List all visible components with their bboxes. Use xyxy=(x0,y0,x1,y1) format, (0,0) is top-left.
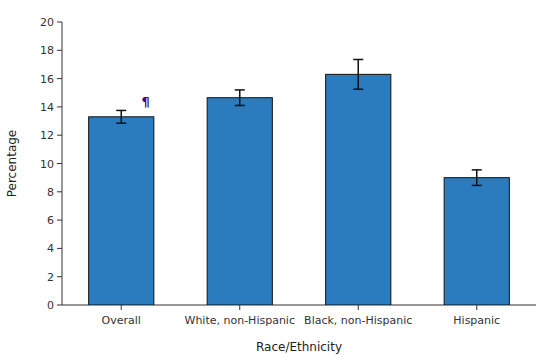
error-bar-part xyxy=(116,122,126,124)
y-tick xyxy=(57,220,62,221)
x-tick xyxy=(476,305,477,310)
y-tick-label: 2 xyxy=(47,271,54,284)
y-tick-label: 12 xyxy=(40,129,54,142)
x-tick-label: Black, non-Hispanic xyxy=(304,314,412,327)
y-tick xyxy=(57,276,62,277)
y-tick xyxy=(57,50,62,51)
bar xyxy=(326,74,391,305)
error-bar-part xyxy=(472,169,482,171)
x-axis-label: Race/Ethnicity xyxy=(256,340,342,354)
y-axis: 0 2 4 6 8 10 12 14 16 18 20 xyxy=(40,16,62,312)
y-tick xyxy=(57,305,62,306)
error-bar-part xyxy=(235,89,245,91)
y-axis-label: Percentage xyxy=(5,130,19,198)
y-tick xyxy=(57,78,62,79)
y-tick-label: 10 xyxy=(40,158,54,171)
y-tick-label: 6 xyxy=(47,214,54,227)
y-tick xyxy=(57,106,62,107)
y-tick-label: 20 xyxy=(40,16,54,29)
error-bar-part xyxy=(239,90,241,106)
chart-svg: 0 2 4 6 8 10 12 14 16 18 20 Percentage Overall White,… xyxy=(0,0,552,363)
x-tick-label: Overall xyxy=(102,314,141,327)
chart-container: 0 2 4 6 8 10 12 14 16 18 20 Percentage Overall White,… xyxy=(0,0,552,363)
y-tick xyxy=(57,163,62,164)
y-tick xyxy=(57,191,62,192)
bars xyxy=(89,59,510,305)
y-tick-label: 0 xyxy=(47,299,54,312)
error-bar xyxy=(353,59,363,89)
bar xyxy=(207,98,272,305)
error-bar xyxy=(472,170,482,186)
y-tick-label: 4 xyxy=(47,242,54,255)
error-bar-part xyxy=(116,110,126,112)
bar xyxy=(89,117,154,305)
y-tick xyxy=(57,135,62,136)
error-bar xyxy=(116,110,126,123)
x-tick-label: Hispanic xyxy=(453,314,500,327)
y-tick-label: 16 xyxy=(40,73,54,86)
x-tick xyxy=(358,305,359,310)
error-bar-part xyxy=(121,110,123,123)
y-tick-label: 14 xyxy=(40,101,54,114)
error-bar xyxy=(235,90,245,106)
error-bar-part xyxy=(353,59,363,61)
x-tick-label: White, non-Hispanic xyxy=(185,314,295,327)
x-tick xyxy=(239,305,240,310)
annotation: ¶ xyxy=(141,94,149,109)
x-tick xyxy=(121,305,122,310)
error-bar-part xyxy=(235,105,245,107)
y-tick-label: 18 xyxy=(40,44,54,57)
error-bar-part xyxy=(476,170,478,186)
y-tick-label: 8 xyxy=(47,186,54,199)
error-bar-part xyxy=(358,59,360,89)
x-axis: Overall White, non-Hispanic Black, non-His… xyxy=(62,305,536,327)
bar xyxy=(444,178,509,305)
y-tick xyxy=(57,248,62,249)
error-bar-part xyxy=(472,185,482,187)
y-tick xyxy=(57,22,62,23)
error-bar-part xyxy=(353,88,363,90)
